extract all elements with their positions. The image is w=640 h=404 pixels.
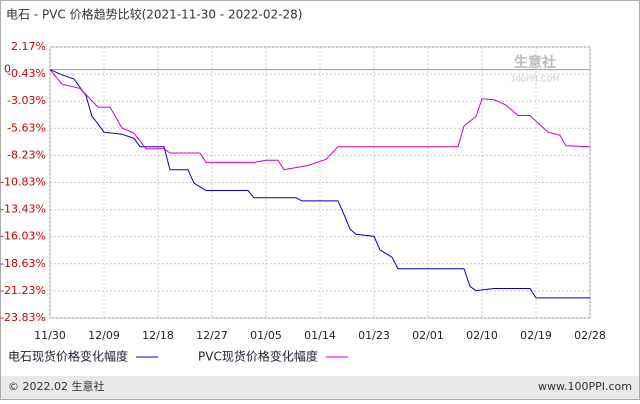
x-tick-label: 12/27 [196, 329, 228, 342]
series-line [49, 69, 590, 299]
y-tick-label: -0.43% [7, 67, 46, 80]
footer-left: © 2022.02 生意社 [8, 379, 104, 393]
watermark-brand: 生意社 [514, 54, 556, 71]
watermark-site: 100PPI.COM [511, 75, 560, 84]
y-tick-label: -23.83% [0, 311, 46, 324]
footer-band [1, 376, 639, 399]
y-tick-label: -8.23% [7, 148, 46, 161]
chart-title: 电石 - PVC 价格趋势比较(2021-11-30 - 2022-02-28) [6, 7, 302, 22]
x-tick-label: 01/05 [250, 329, 282, 342]
y-tick-label: -3.03% [7, 94, 46, 107]
x-tick-label: 02/19 [520, 329, 552, 342]
x-tick-label: 02/01 [412, 329, 444, 342]
x-tick-label: 02/28 [574, 329, 606, 342]
y-tick-label: -13.43% [0, 203, 46, 216]
y-tick-label: -5.63% [7, 121, 46, 134]
x-tick-label: 01/23 [358, 329, 390, 342]
series-line [49, 69, 591, 171]
y-tick-label: -21.23% [0, 284, 46, 297]
x-tick-label: 11/30 [34, 329, 66, 342]
y-tick-label: 0 [4, 63, 11, 76]
x-tick-label: 12/18 [142, 329, 174, 342]
y-tick-label: 2.17% [11, 40, 46, 53]
x-tick-label: 02/10 [466, 329, 498, 342]
legend-label: PVC现货价格变化幅度 [198, 349, 318, 364]
y-tick-label: -16.03% [0, 230, 46, 243]
x-tick-label: 01/14 [304, 329, 336, 342]
legend-label: 电石现货价格变化幅度 [8, 349, 128, 364]
y-tick-label: -18.63% [0, 257, 46, 270]
y-tick-label: -10.83% [0, 176, 46, 189]
footer-right: www.100PPI.com [538, 380, 632, 393]
x-tick-label: 12/09 [88, 329, 120, 342]
